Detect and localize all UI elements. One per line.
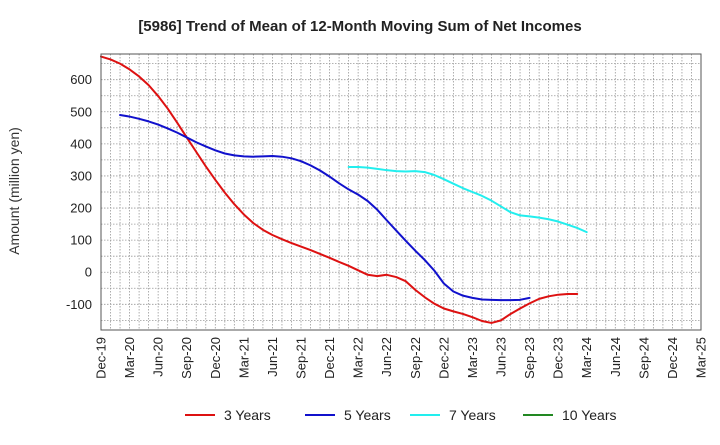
x-tick-label: Dec-21 xyxy=(322,337,337,379)
x-tick-label: Dec-19 xyxy=(94,337,109,379)
y-tick-label: 200 xyxy=(70,201,92,216)
y-tick-label: 100 xyxy=(70,233,92,248)
x-tick-label: Jun-20 xyxy=(151,337,166,377)
x-tick-label: Sep-22 xyxy=(408,337,423,379)
legend-label-10-years: 10 Years xyxy=(562,407,617,423)
x-tick-label: Dec-22 xyxy=(436,337,451,379)
x-tick-label: Mar-22 xyxy=(351,337,366,378)
x-tick-label: Mar-23 xyxy=(465,337,480,378)
x-tick-label: Dec-23 xyxy=(551,337,566,379)
legend-label-7-years: 7 Years xyxy=(449,407,496,423)
series-line-7-years xyxy=(347,165,588,234)
x-tick-label: Jun-24 xyxy=(608,337,623,377)
legend-label-5-years: 5 Years xyxy=(344,407,391,423)
x-tick-label: Mar-20 xyxy=(122,337,137,378)
grid-layer xyxy=(101,54,701,330)
y-tick-label: 400 xyxy=(70,136,92,151)
x-tick-label: Mar-24 xyxy=(579,337,594,378)
y-tick-label: 0 xyxy=(85,265,92,280)
y-axis-label: Amount (million yen) xyxy=(6,127,22,255)
x-tick-label: Jun-21 xyxy=(265,337,280,377)
y-tick-label: 300 xyxy=(70,168,92,183)
legend-label-3-years: 3 Years xyxy=(224,407,271,423)
x-tick-label: Dec-20 xyxy=(208,337,223,379)
x-tick-label: Mar-21 xyxy=(236,337,251,378)
plot-frame xyxy=(100,53,702,331)
x-tick-label: Dec-24 xyxy=(665,337,680,379)
y-tick-label: 500 xyxy=(70,104,92,119)
series-layer xyxy=(100,55,588,324)
x-tick-label: Sep-23 xyxy=(522,337,537,379)
x-tick-label: Sep-21 xyxy=(294,337,309,379)
series-line-5-years xyxy=(119,113,531,302)
chart-title: [5986] Trend of Mean of 12-Month Moving … xyxy=(138,18,581,35)
x-tick-label: Sep-24 xyxy=(636,337,651,379)
series-line-3-years xyxy=(100,55,579,324)
x-tick-label: Sep-20 xyxy=(179,337,194,379)
y-tick-label: -100 xyxy=(66,297,92,312)
x-tick-label: Mar-25 xyxy=(694,337,709,378)
y-tick-labels: -100 0 100 200 300 400 500 600 xyxy=(66,72,92,312)
x-tick-labels: Dec-19 Mar-20 Jun-20 Sep-20 Dec-20 Mar-21 Jun-… xyxy=(94,337,709,379)
y-tick-label: 600 xyxy=(70,72,92,87)
legend: 3 Years 5 Years 7 Years 10 Years xyxy=(185,407,617,423)
x-tick-label: Jun-22 xyxy=(379,337,394,377)
x-tick-label: Jun-23 xyxy=(494,337,509,377)
